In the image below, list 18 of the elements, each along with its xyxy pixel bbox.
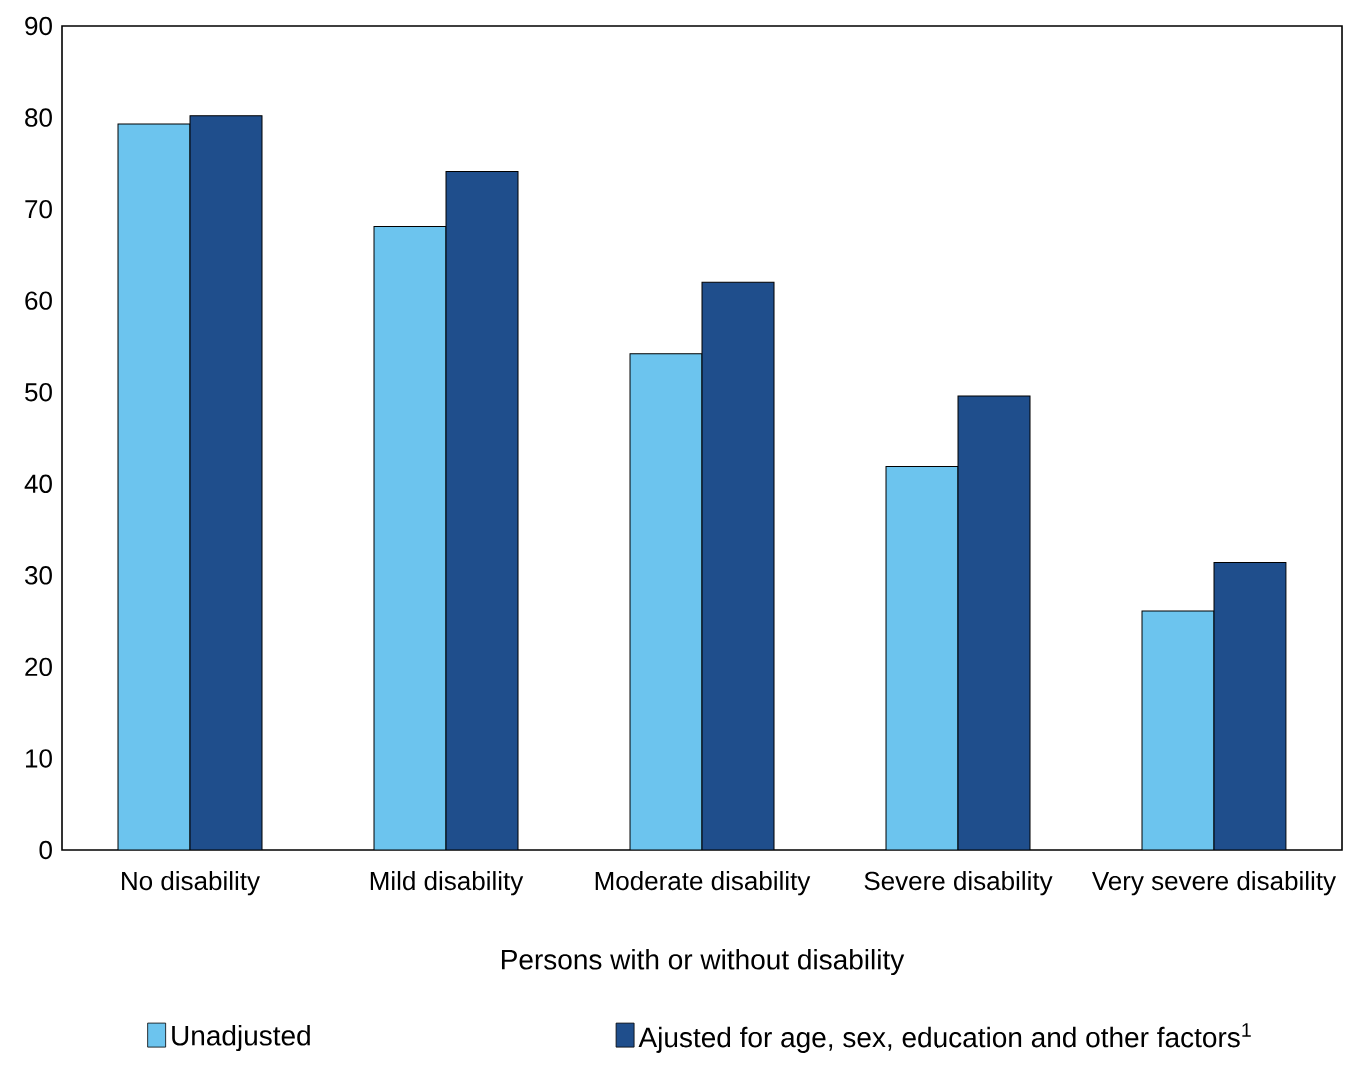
y-tick-label: 0 bbox=[39, 840, 52, 860]
y-tick-label: 90 bbox=[25, 16, 52, 36]
y-tick-label: 10 bbox=[26, 749, 52, 768]
x-tick-label: No disability bbox=[122, 871, 260, 896]
x-tick-label: Very severe disability bbox=[1092, 871, 1337, 896]
y-tick-label: 60 bbox=[25, 291, 52, 310]
x-tick-label: Mild disability bbox=[370, 871, 524, 896]
legend-label: Unadjusted bbox=[172, 1025, 310, 1052]
y-tick-label: 80 bbox=[25, 108, 52, 127]
x-tick-label: Moderate disability bbox=[595, 871, 811, 896]
y-tick-label: 50 bbox=[25, 383, 52, 402]
legend-label: Ajusted for age, sex, education and other factors$^{1}$ bbox=[638, 1023, 1251, 1053]
y-tick-label: 30 bbox=[25, 566, 52, 585]
y-tick-label: 40 bbox=[24, 474, 52, 493]
y-tick-label: 20 bbox=[25, 657, 52, 677]
x-tick-label: Severe disability bbox=[864, 871, 1053, 896]
y-tick-label: 70 bbox=[25, 199, 52, 219]
x-axis-title: Persons with or without disability bbox=[501, 949, 905, 976]
